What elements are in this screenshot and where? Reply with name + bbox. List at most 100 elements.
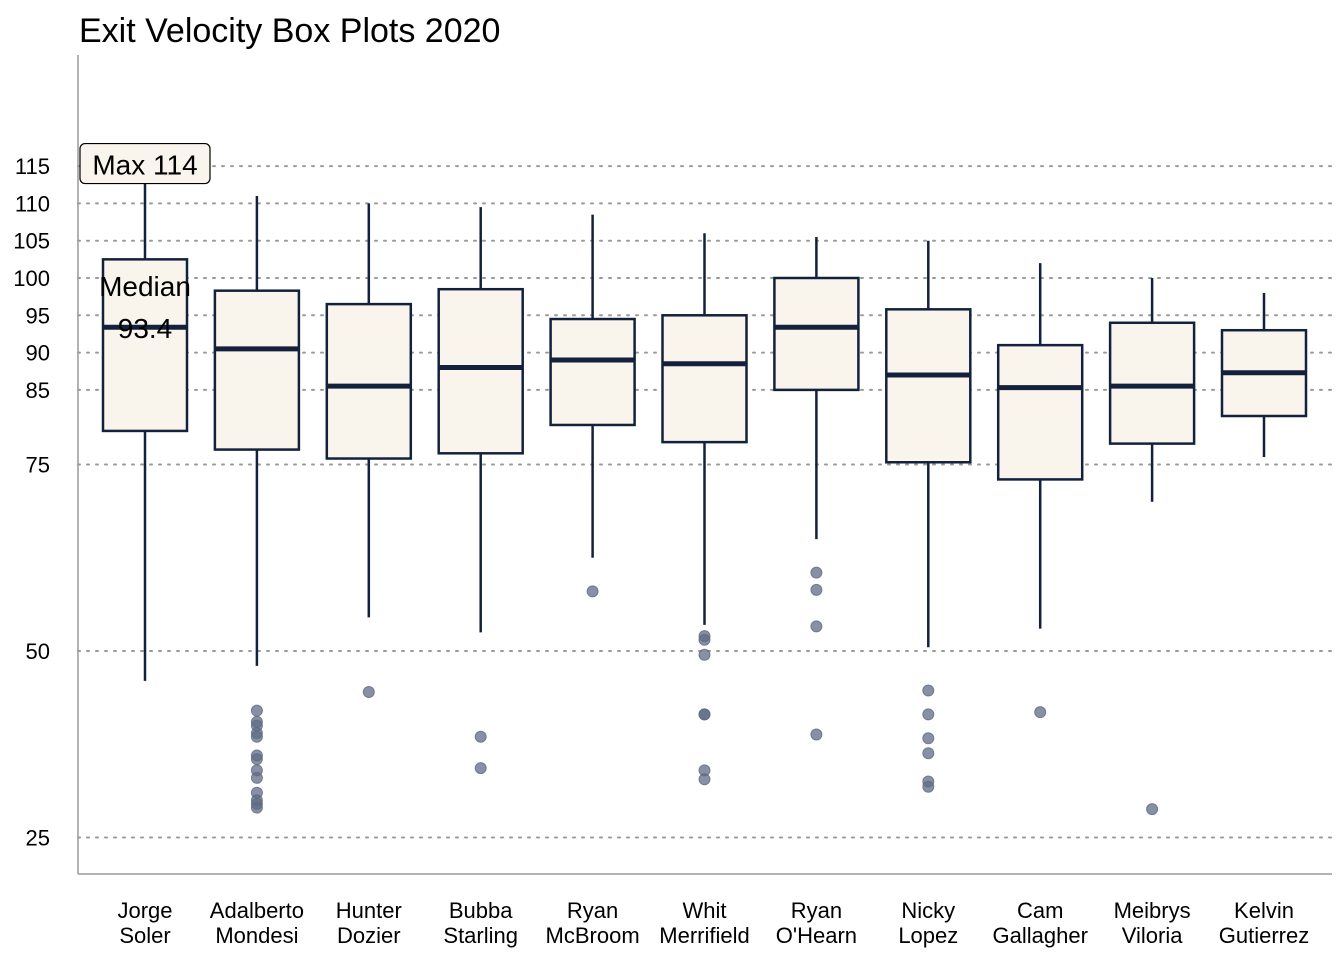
outlier-point: [474, 762, 487, 775]
y-tick-label-25: 25: [26, 826, 50, 851]
x-label-line: O'Hearn: [776, 923, 857, 948]
x-label-line: Merrifield: [659, 923, 749, 948]
box-ryanmcbroom: [549, 214, 636, 598]
outlier-point: [698, 648, 711, 661]
outlier-point: [698, 708, 711, 721]
outlier-point: [698, 633, 711, 646]
x-label-line: Jorge: [117, 898, 172, 923]
x-label-line: Soler: [119, 923, 170, 948]
outlier-point: [250, 771, 263, 784]
x-label-meibrysviloria: Meibrys Viloria: [1114, 898, 1191, 948]
box-adalbertomondesi: [213, 195, 301, 814]
x-label-line: McBroom: [546, 923, 640, 948]
box-camgallagher: [996, 263, 1084, 719]
box-ryanohearn: [773, 236, 860, 741]
iqr-box: [885, 308, 972, 464]
x-label-kelvingutierrez: Kelvin Gutierrez: [1219, 898, 1309, 948]
outlier-point: [810, 583, 823, 596]
outlier-point: [362, 686, 375, 699]
y-tick-label-100: 100: [13, 266, 50, 291]
iqr-box: [325, 302, 413, 460]
box-hunterdozier: [325, 203, 413, 699]
x-label-line: Cam: [1017, 898, 1063, 923]
outlier-point: [922, 732, 935, 745]
x-label-line: Lopez: [898, 923, 958, 948]
box-kelvingutierrez: [1220, 292, 1308, 458]
max-annotation-text: Max 114: [92, 150, 197, 181]
y-tick-label-115: 115: [15, 154, 50, 179]
x-label-line: Ryan: [567, 898, 618, 923]
median-annotation-line: Median: [99, 271, 191, 302]
x-label-bubbastarling: Bubba Starling: [443, 898, 518, 948]
outlier-point: [1146, 803, 1159, 816]
outlier-point: [250, 704, 263, 717]
iqr-box: [549, 317, 636, 427]
x-label-line: Whit: [683, 898, 727, 923]
x-label-line: Gutierrez: [1219, 923, 1309, 948]
x-label-ryanohearn: Ryan O'Hearn: [776, 898, 857, 948]
x-label-line: Nicky: [901, 898, 955, 923]
chart-title: Exit Velocity Box Plots 2020: [79, 12, 501, 50]
outlier-point: [922, 684, 935, 697]
max-annotation-box: [79, 142, 211, 185]
x-label-whitmerrifield: Whit Merrifield: [659, 898, 749, 948]
y-tick-labels: 25 50 75 85 90 95 100 105 110 115: [13, 154, 50, 850]
outlier-point: [586, 585, 599, 598]
iqr-box: [1108, 321, 1196, 445]
x-label-ryanmcbroom: Ryan McBroom: [546, 898, 640, 948]
y-tick-label-105: 105: [13, 229, 50, 254]
outlier-point: [250, 753, 263, 766]
x-label-line: Starling: [443, 923, 518, 948]
iqr-box: [101, 258, 189, 433]
iqr-box: [213, 289, 301, 451]
outlier-point: [250, 730, 263, 743]
outlier-point: [698, 773, 711, 786]
outlier-point: [922, 747, 935, 760]
box-meibrysviloria: [1108, 278, 1196, 816]
outlier-point: [474, 730, 487, 743]
outlier-point: [922, 780, 935, 793]
x-category-labels: Jorge Soler Adalberto Mondesi Hunter Dozier Bu…: [117, 898, 1309, 948]
outlier-point: [250, 801, 263, 814]
y-tick-label-50: 50: [26, 639, 50, 664]
x-label-hunterdozier: Hunter Dozier: [336, 898, 402, 948]
x-label-line: Gallagher: [993, 923, 1088, 948]
x-label-nickylopez: Nicky Lopez: [898, 898, 958, 948]
x-label-line: Meibrys: [1114, 898, 1191, 923]
axes: [77, 55, 1332, 875]
outlier-point: [1034, 706, 1047, 719]
annotations: Max 114 Median 93.4: [79, 142, 211, 344]
outlier-point: [922, 708, 935, 721]
x-label-jorgesoler: Jorge Soler: [117, 898, 172, 948]
box-series: [101, 173, 1308, 816]
x-label-line: Ryan: [791, 898, 842, 923]
iqr-box: [996, 343, 1084, 481]
x-label-line: Adalberto: [210, 898, 304, 923]
x-label-line: Hunter: [336, 898, 402, 923]
x-label-line: Mondesi: [215, 923, 298, 948]
y-tick-label-85: 85: [26, 378, 50, 403]
box-whitmerrifield: [661, 233, 748, 786]
median-annotation-text: Median 93.4: [99, 271, 191, 344]
iqr-box: [437, 287, 524, 455]
x-label-line: Kelvin: [1234, 898, 1294, 923]
iqr-box: [661, 314, 748, 444]
x-label-line: Viloria: [1122, 923, 1184, 948]
outlier-point: [810, 620, 823, 633]
y-tick-label-90: 90: [26, 341, 50, 366]
x-label-line: Dozier: [337, 923, 401, 948]
x-label-line: Bubba: [449, 898, 513, 923]
median-annotation-line: 93.4: [118, 313, 173, 344]
y-tick-label-110: 110: [15, 191, 50, 216]
box-nickylopez: [885, 240, 972, 793]
y-tick-label-75: 75: [26, 453, 50, 478]
x-label-adalbertomondesi: Adalberto Mondesi: [210, 898, 304, 948]
iqr-box: [773, 276, 860, 392]
y-tick-label-95: 95: [26, 303, 50, 328]
outlier-point: [810, 728, 823, 741]
box-bubbastarling: [437, 207, 524, 775]
box-jorgesoler: [101, 173, 189, 681]
x-label-camgallagher: Cam Gallagher: [993, 898, 1088, 948]
outlier-point: [810, 566, 823, 579]
